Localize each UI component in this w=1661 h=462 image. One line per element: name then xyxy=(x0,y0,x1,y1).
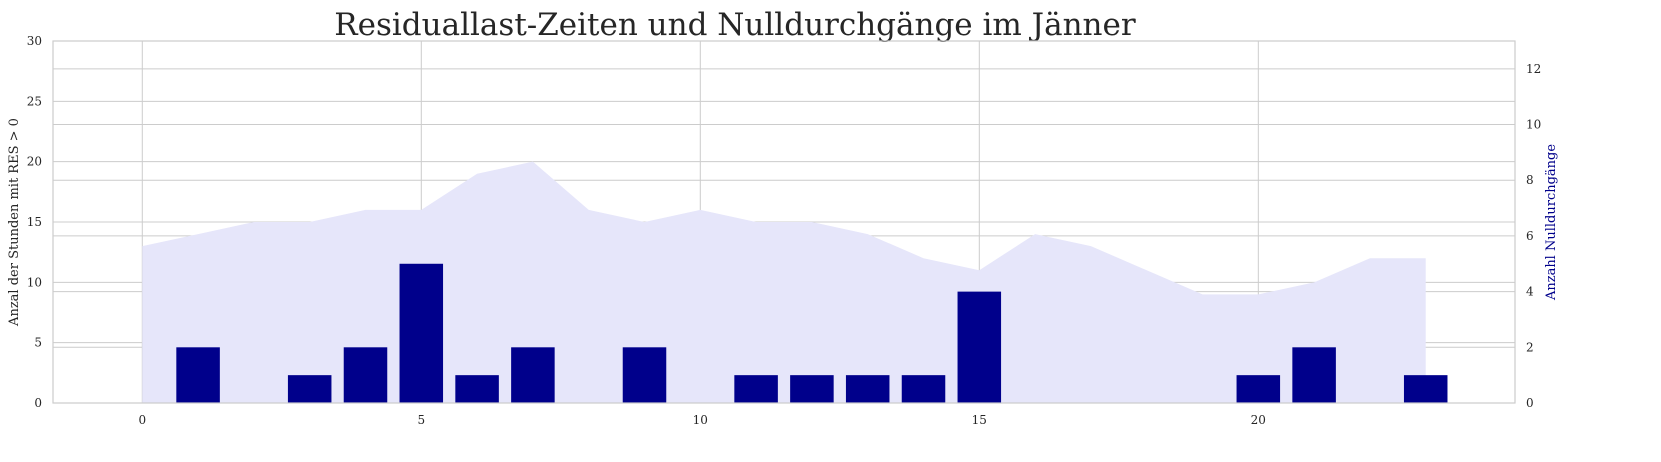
bar xyxy=(511,347,555,403)
x-tick-label: 20 xyxy=(1251,413,1266,427)
y-axis-label-left: Anzal der Stunden mit RES > 0 xyxy=(7,118,22,327)
y-tick-label-right: 0 xyxy=(1526,396,1534,410)
y-tick-label-right: 6 xyxy=(1526,229,1534,243)
bar xyxy=(957,291,1002,403)
area-fill xyxy=(142,161,1426,403)
y-tick-label-right: 4 xyxy=(1526,285,1534,299)
bar xyxy=(1403,375,1448,403)
x-tick-label: 15 xyxy=(972,413,987,427)
y-axis-label-right: Anzahl Nulldurchgänge xyxy=(1544,144,1559,301)
x-tick-label: 0 xyxy=(138,413,146,427)
y-tick-label-left: 15 xyxy=(27,215,42,229)
bar xyxy=(734,375,778,403)
bar-series xyxy=(176,263,1448,403)
bar xyxy=(343,347,388,403)
y-tick-label-right: 8 xyxy=(1526,173,1534,187)
bar xyxy=(1236,375,1281,403)
bar xyxy=(901,375,946,403)
right-y-ticks: 0 2 4 6 8 10 12 xyxy=(1526,62,1541,410)
y-tick-label-left: 25 xyxy=(27,94,42,108)
y-tick-label-left: 30 xyxy=(27,34,42,48)
chart-title: Residuallast-Zeiten und Nulldurchgänge i… xyxy=(334,7,1136,43)
bar xyxy=(287,375,332,403)
y-tick-label-left: 10 xyxy=(27,275,42,289)
x-ticks: 0 5 10 15 20 xyxy=(138,413,1265,427)
bar xyxy=(399,263,444,403)
bar xyxy=(455,375,499,403)
x-tick-label: 10 xyxy=(693,413,708,427)
y-tick-label-left: 5 xyxy=(34,336,42,350)
area-series xyxy=(142,161,1426,403)
bar xyxy=(845,375,890,403)
plot-frame xyxy=(52,40,1516,404)
bar xyxy=(176,347,220,403)
y-tick-label-right: 10 xyxy=(1526,118,1541,132)
bar xyxy=(622,347,667,403)
bar xyxy=(790,375,834,403)
y-tick-label-left: 0 xyxy=(34,396,42,410)
y-tick-label-right: 2 xyxy=(1526,340,1534,354)
x-tick-label: 5 xyxy=(417,413,425,427)
left-y-ticks: 0 5 10 15 20 25 30 xyxy=(27,34,42,410)
y-tick-label-left: 20 xyxy=(27,155,42,169)
bar xyxy=(1292,347,1336,403)
y-tick-label-right: 12 xyxy=(1526,62,1541,76)
